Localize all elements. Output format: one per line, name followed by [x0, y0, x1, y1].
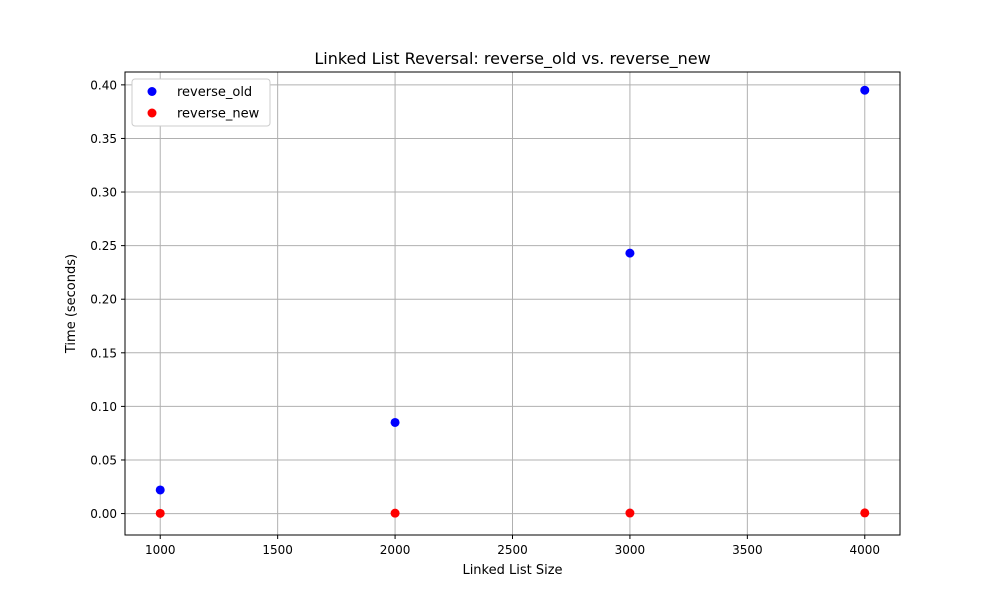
- x-tick-label: 1000: [145, 543, 176, 557]
- x-axis-label: Linked List Size: [462, 563, 562, 578]
- x-tick-label: 3500: [732, 543, 763, 557]
- x-tick-label: 4000: [849, 543, 880, 557]
- y-tick-label: 0.40: [90, 78, 117, 92]
- point-reverse-new: [390, 508, 400, 518]
- point-reverse-old: [860, 85, 870, 95]
- y-tick-label: 0.15: [90, 346, 117, 360]
- y-tick-label: 0.00: [90, 507, 117, 521]
- y-tick-label: 0.05: [90, 453, 117, 467]
- grid: [125, 72, 900, 535]
- y-axis-label: Time (seconds): [64, 254, 79, 354]
- y-tick-label: 0.25: [90, 239, 117, 253]
- x-tick-label: 3000: [615, 543, 646, 557]
- x-tick-label: 1500: [262, 543, 293, 557]
- y-axis-ticks: 0.00 0.05 0.10 0.15 0.20 0.25 0.30 0.35 0.40: [90, 78, 125, 521]
- x-tick-label: 2500: [497, 543, 528, 557]
- plot-frame: [124, 71, 901, 536]
- legend: reverse_old reverse_new: [131, 78, 271, 127]
- point-reverse-new: [155, 508, 165, 518]
- legend-box: [131, 78, 271, 127]
- legend-marker-reverse-new: [147, 108, 157, 118]
- chart-title: Linked List Reversal: reverse_old vs. re…: [314, 49, 710, 69]
- point-reverse-new: [625, 508, 635, 518]
- x-axis-ticks: 1000 1500 2000 2500 3000 3500 4000: [145, 535, 880, 557]
- legend-label-reverse-new: reverse_new: [177, 107, 260, 122]
- y-tick-label: 0.10: [90, 400, 117, 414]
- y-tick-label: 0.20: [90, 293, 117, 307]
- y-tick-label: 0.30: [90, 186, 117, 200]
- point-reverse-old: [625, 248, 635, 258]
- legend-label-reverse-old: reverse_old: [177, 85, 252, 100]
- point-reverse-old: [155, 485, 165, 495]
- y-tick-label: 0.35: [90, 132, 117, 146]
- legend-marker-reverse-old: [147, 87, 157, 96]
- point-reverse-new: [860, 508, 870, 518]
- x-tick-label: 2000: [380, 543, 411, 557]
- point-reverse-old: [390, 417, 400, 427]
- data-points: [155, 85, 870, 518]
